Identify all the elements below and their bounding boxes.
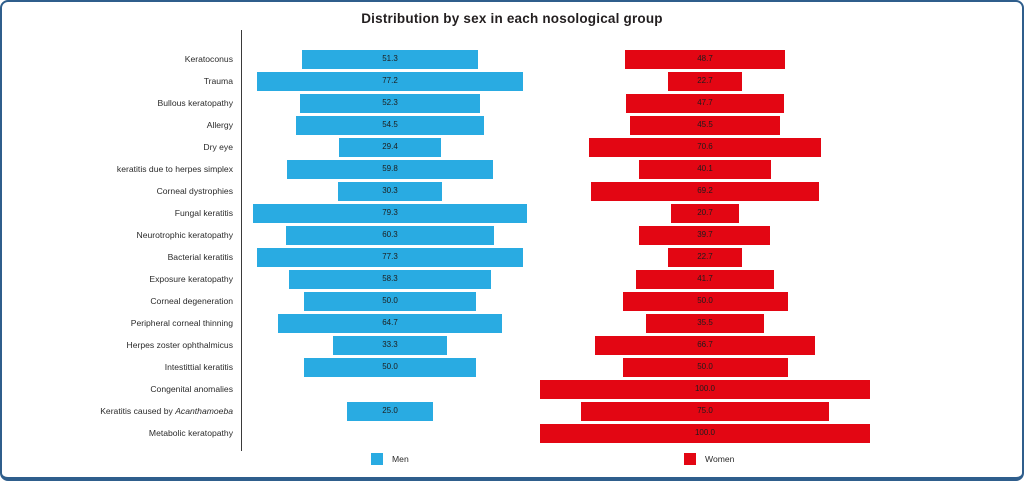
row-label: Corneal dystrophies <box>156 186 233 196</box>
men-legend-label: Men <box>392 454 409 464</box>
women-bar: 66.7 <box>594 335 816 355</box>
bar-value: 66.7 <box>697 340 713 349</box>
bar-value: 100.0 <box>694 384 716 393</box>
bar-value: 45.5 <box>697 120 713 129</box>
women-bar: 39.7 <box>639 225 771 245</box>
bar-value: 77.2 <box>382 76 398 85</box>
bar-value: 64.7 <box>382 318 398 327</box>
women-bar: 50.0 <box>622 357 788 377</box>
women-bar: 35.5 <box>646 313 764 333</box>
row-label: Bacterial keratitis <box>167 252 233 262</box>
bar-value: 69.2 <box>697 186 713 195</box>
row-label: Peripheral corneal thinning <box>130 318 233 328</box>
row-label: Congenital anomalies <box>150 384 233 394</box>
chart-title: Distribution by sex in each nosological … <box>361 11 663 26</box>
bar-value: 54.5 <box>382 120 398 129</box>
women-bar: 22.7 <box>667 71 743 91</box>
row-label: Intestittial keratitis <box>164 362 233 372</box>
row-label: Bullous keratopathy <box>157 98 233 108</box>
women-bar: 45.5 <box>629 115 781 135</box>
men-legend-swatch <box>371 453 383 465</box>
bar-value: 25.0 <box>382 406 398 415</box>
category-axis-line <box>241 30 242 451</box>
bar-value: 20.7 <box>697 208 713 217</box>
women-bar: 41.7 <box>636 269 774 289</box>
bar-value: 50.0 <box>382 362 398 371</box>
bar-value: 50.0 <box>382 296 398 305</box>
bar-value: 59.8 <box>382 164 398 173</box>
bar-value: 22.7 <box>697 252 713 261</box>
bar-value: 51.3 <box>382 54 398 63</box>
men-bar: 50.0 <box>303 357 477 377</box>
bar-value: 77.3 <box>382 252 398 261</box>
bar-value: 48.7 <box>697 54 713 63</box>
men-bar: 29.4 <box>339 137 441 157</box>
bar-value: 33.3 <box>382 340 398 349</box>
women-bar: 47.7 <box>626 93 784 113</box>
men-bar: 54.5 <box>295 115 484 135</box>
bar-value: 70.6 <box>697 142 713 151</box>
women-bar: 69.2 <box>590 181 820 201</box>
women-bar: 22.7 <box>667 247 743 267</box>
men-bar: 30.3 <box>337 181 443 201</box>
row-label: Keratoconus <box>184 54 233 64</box>
legend-item-women: Women <box>684 453 734 465</box>
bar-value: 40.1 <box>697 164 713 173</box>
men-bar: 77.2 <box>256 71 524 91</box>
women-bar: 48.7 <box>624 49 786 69</box>
row-label: Fungal keratitis <box>174 208 233 218</box>
row-label: keratitis due to herpes simplex <box>116 164 233 174</box>
row-label: Neurotrophic keratopathy <box>136 230 234 240</box>
bar-value: 29.4 <box>382 142 398 151</box>
bar-value: 100.0 <box>694 428 716 437</box>
men-bar: 33.3 <box>332 335 448 355</box>
row-label: Trauma <box>203 76 233 86</box>
women-bar: 70.6 <box>588 137 822 157</box>
bar-value: 79.3 <box>382 208 398 217</box>
bar-value: 22.7 <box>697 76 713 85</box>
women-bar: 75.0 <box>581 401 829 421</box>
row-label: Exposure keratopathy <box>149 274 233 284</box>
row-label: Metabolic keratopathy <box>148 428 233 438</box>
women-legend-label: Women <box>705 454 735 464</box>
bar-value: 39.7 <box>697 230 713 239</box>
men-bar: 58.3 <box>289 269 491 289</box>
men-bar: 50.0 <box>303 291 477 311</box>
women-bar: 40.1 <box>638 159 772 179</box>
women-bar: 50.0 <box>622 291 788 311</box>
men-bar: 64.7 <box>278 313 502 333</box>
bar-value: 75.0 <box>697 406 713 415</box>
bar-value: 30.3 <box>382 186 398 195</box>
bar-value: 52.3 <box>382 98 398 107</box>
bar-value: 50.0 <box>697 362 713 371</box>
women-legend-swatch <box>684 453 696 465</box>
row-label: Dry eye <box>203 142 233 152</box>
men-bar: 59.8 <box>286 159 494 179</box>
men-bar: 25.0 <box>346 401 434 421</box>
row-label: Herpes zoster ophthalmicus <box>126 340 233 350</box>
women-bar: 100.0 <box>540 379 870 399</box>
bar-value: 50.0 <box>697 296 713 305</box>
men-bar: 79.3 <box>253 203 527 223</box>
bar-value: 41.7 <box>697 274 713 283</box>
bar-value: 35.5 <box>697 318 713 327</box>
women-bar: 100.0 <box>540 423 870 443</box>
row-label: Allergy <box>206 120 233 130</box>
men-bar: 52.3 <box>299 93 481 113</box>
bar-value: 47.7 <box>697 98 713 107</box>
row-label: Corneal degeneration <box>150 296 233 306</box>
men-bar: 77.3 <box>256 247 524 267</box>
women-bar: 20.7 <box>670 203 740 223</box>
men-bar: 51.3 <box>301 49 479 69</box>
bar-value: 58.3 <box>382 274 398 283</box>
men-bar: 60.3 <box>285 225 494 245</box>
row-label: Keratitis caused by Acanthamoeba <box>100 406 233 416</box>
legend-item-men: Men <box>371 453 409 465</box>
bar-value: 60.3 <box>382 230 398 239</box>
